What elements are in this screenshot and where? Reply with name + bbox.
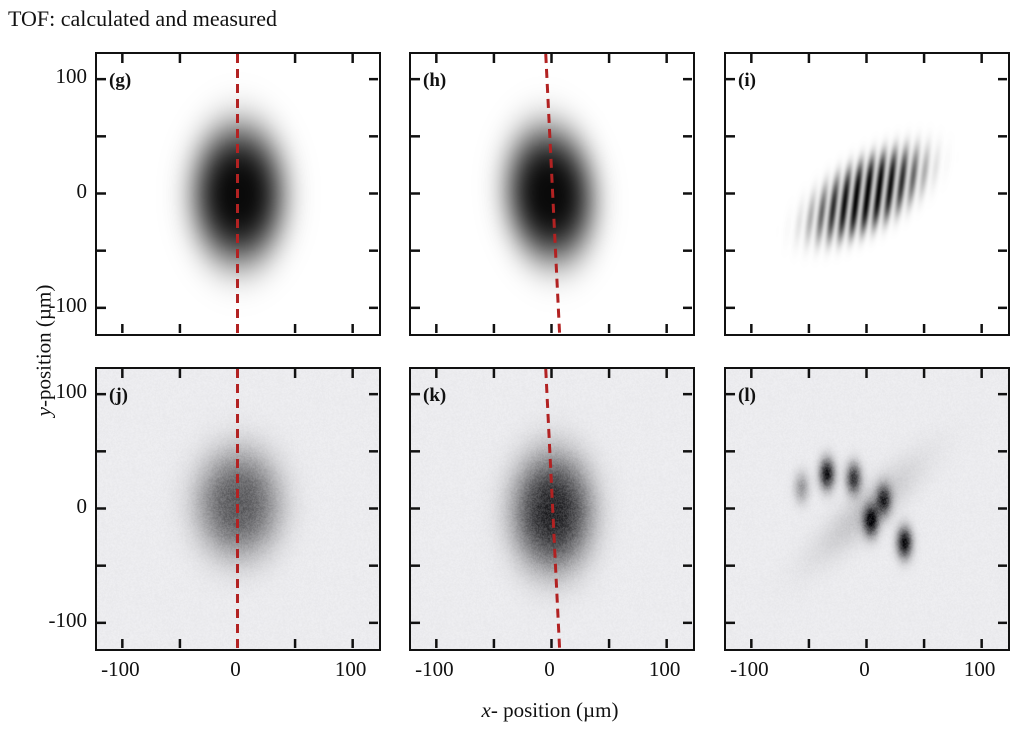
axes-overlay bbox=[97, 369, 378, 648]
y-tick-label: 100 bbox=[55, 379, 88, 404]
panel-label: (i) bbox=[738, 70, 756, 91]
panel-label: (l) bbox=[738, 385, 756, 406]
panel-i: (i) bbox=[724, 52, 1010, 336]
panel-j: (j) bbox=[95, 367, 381, 651]
x-axis-var: x bbox=[481, 698, 491, 722]
panel-label: (j) bbox=[109, 385, 128, 406]
x-tick-label: 100 bbox=[334, 657, 367, 681]
axes-overlay bbox=[411, 368, 692, 649]
panel-label: (k) bbox=[423, 385, 447, 406]
x-tick-label: 0 bbox=[544, 657, 555, 681]
y-axis-label: y-position (µm) bbox=[32, 251, 57, 451]
x-tick-label: 0 bbox=[230, 657, 241, 681]
dashed-axis-line bbox=[544, 53, 562, 334]
y-axis-var: y bbox=[31, 407, 56, 417]
axes-overlay bbox=[411, 53, 692, 334]
panel-h: (h) bbox=[409, 52, 695, 336]
x-tick-label: 0 bbox=[859, 657, 870, 681]
y-tick-label: 0 bbox=[76, 178, 88, 203]
y-tick-label: 100 bbox=[55, 64, 88, 89]
dashed-axis-line bbox=[544, 368, 562, 649]
panel-g: (g) bbox=[95, 52, 381, 336]
y-tick-label: -100 bbox=[48, 607, 88, 632]
x-axis-unit: - position (µm) bbox=[490, 698, 619, 722]
panel-k: (k) bbox=[409, 367, 695, 651]
axes-overlay bbox=[726, 54, 1007, 333]
figure-title: TOF: calculated and measured bbox=[8, 6, 277, 31]
x-tick-label: 100 bbox=[648, 657, 681, 681]
axes-overlay bbox=[726, 369, 1007, 648]
y-tick-label: -100 bbox=[48, 292, 88, 317]
x-tick-label: -100 bbox=[730, 657, 769, 681]
y-tick-label: 0 bbox=[76, 493, 88, 518]
panel-label: (h) bbox=[423, 70, 447, 91]
x-tick-label: 100 bbox=[963, 657, 996, 681]
x-tick-label: -100 bbox=[415, 657, 454, 681]
panel-label: (g) bbox=[109, 70, 132, 91]
density-image bbox=[726, 369, 1008, 649]
panel-l: (l) bbox=[724, 367, 1010, 651]
axes-overlay bbox=[97, 54, 378, 333]
density-image bbox=[726, 54, 1008, 334]
x-tick-label: -100 bbox=[101, 657, 140, 681]
x-axis-label: x- position (µm) bbox=[450, 698, 650, 723]
